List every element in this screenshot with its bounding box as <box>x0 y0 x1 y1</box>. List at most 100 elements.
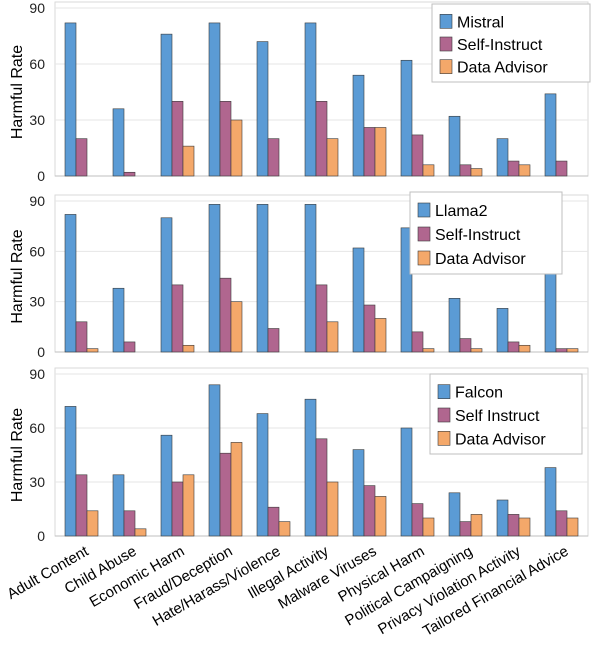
y-axis-label: Harmful Rate <box>9 45 26 139</box>
bar-3 <box>422 517 435 537</box>
bar-2 <box>459 521 472 537</box>
bar-3 <box>326 481 339 537</box>
bar-1 <box>544 264 557 353</box>
bar-2 <box>363 127 376 177</box>
bar-1 <box>256 413 269 537</box>
bar-2 <box>411 331 424 353</box>
bar-2 <box>411 134 424 177</box>
bar-1 <box>448 298 461 353</box>
legend-label: Llama2 <box>435 203 488 220</box>
y-tick-label: 0 <box>37 344 45 360</box>
legend-box <box>409 191 563 275</box>
y-tick-label: 60 <box>29 56 45 72</box>
legend-box <box>431 3 591 83</box>
legend-swatch <box>437 407 451 423</box>
bar-1 <box>352 247 365 353</box>
bar-1 <box>400 427 413 537</box>
bar-2 <box>555 348 568 353</box>
bar-1 <box>400 227 413 353</box>
bar-3 <box>326 321 339 353</box>
bar-2 <box>555 160 568 177</box>
bar-2 <box>123 171 136 177</box>
bar-1 <box>352 74 365 177</box>
bar-3 <box>518 344 531 353</box>
bar-1 <box>160 33 173 177</box>
bar-3 <box>374 318 387 353</box>
bar-2 <box>363 304 376 353</box>
bar-2 <box>459 338 472 353</box>
legend-swatch <box>439 36 453 52</box>
bar-1 <box>400 59 413 177</box>
legend-swatch <box>439 14 453 29</box>
chart-panel-3: 0 30 60 90 Harmful Rate Falcon Self Instruct Da… <box>4 366 589 640</box>
bar-3 <box>470 514 483 537</box>
bar-1 <box>544 467 557 537</box>
bar-3 <box>566 348 579 353</box>
bar-2 <box>75 474 88 537</box>
bar-3 <box>182 474 195 537</box>
bar-3 <box>134 528 147 537</box>
legend: Mistral Self-Instruct Data Advisor <box>431 3 591 83</box>
bar-3 <box>374 127 387 177</box>
bar-1 <box>160 434 173 537</box>
y-tick-label: 0 <box>37 168 45 184</box>
legend-label: Self Instruct <box>455 408 540 425</box>
bar-2 <box>315 438 328 537</box>
bar-2 <box>267 138 280 177</box>
bar-1 <box>352 449 365 537</box>
legend-label: Self-Instruct <box>457 37 543 54</box>
bar-3 <box>182 344 195 353</box>
bar-2 <box>411 503 424 537</box>
bar-3 <box>230 119 243 177</box>
bar-2 <box>123 341 136 353</box>
bar-1 <box>208 204 221 353</box>
legend-label: Self-Instruct <box>435 227 521 244</box>
legend-swatch <box>439 59 453 74</box>
bar-1 <box>448 115 461 177</box>
y-tick-label: 60 <box>29 243 45 259</box>
bar-1 <box>496 138 509 177</box>
y-axis-label: Harmful Rate <box>9 408 26 502</box>
chart-panel-1: 0 30 60 90 Harmful Rate Mistral Self-Instruct D… <box>9 0 591 184</box>
bar-3 <box>182 145 195 177</box>
bar-2 <box>171 284 184 353</box>
bar-1 <box>304 204 317 353</box>
bar-2 <box>315 284 328 353</box>
bar-3 <box>518 517 531 537</box>
bar-2 <box>123 510 136 537</box>
y-tick-label: 90 <box>29 0 45 16</box>
bar-3 <box>374 496 387 537</box>
bar-1 <box>496 499 509 537</box>
bar-3 <box>470 168 483 177</box>
bar-2 <box>267 506 280 537</box>
y-tick-label: 0 <box>37 528 45 544</box>
bar-1 <box>208 384 221 537</box>
bar-1 <box>112 474 125 537</box>
bar-2 <box>507 160 520 177</box>
bar-2 <box>315 101 328 177</box>
bar-2 <box>75 321 88 353</box>
legend-label: Mistral <box>457 14 504 31</box>
bar-1 <box>160 217 173 353</box>
bar-1 <box>544 93 557 177</box>
bar-1 <box>112 287 125 353</box>
bar-3 <box>278 521 291 537</box>
bar-1 <box>64 22 77 177</box>
bar-1 <box>64 406 77 537</box>
bar-2 <box>219 452 232 537</box>
bar-3 <box>566 517 579 537</box>
bar-3 <box>422 164 435 177</box>
bar-2 <box>363 485 376 537</box>
bar-1 <box>256 41 269 177</box>
bar-2 <box>171 101 184 177</box>
legend-swatch <box>417 226 431 242</box>
y-tick-label: 90 <box>29 193 45 209</box>
bar-2 <box>267 328 280 353</box>
bar-2 <box>507 341 520 353</box>
legend-box <box>429 373 583 455</box>
bar-1 <box>256 204 269 353</box>
bar-2 <box>219 277 232 353</box>
legend-swatch <box>417 202 431 218</box>
bar-1 <box>64 214 77 353</box>
